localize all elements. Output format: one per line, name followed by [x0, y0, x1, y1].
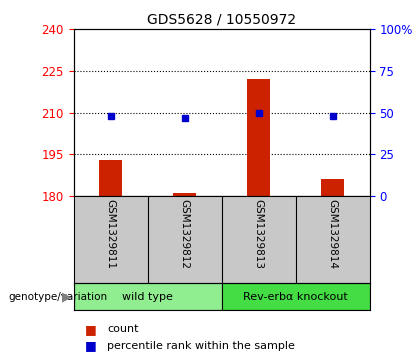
Bar: [74, 283, 222, 310]
Bar: [247, 79, 270, 196]
Title: GDS5628 / 10550972: GDS5628 / 10550972: [147, 12, 296, 26]
Text: ▶: ▶: [63, 290, 72, 303]
Bar: [321, 179, 344, 196]
Text: GSM1329812: GSM1329812: [179, 199, 189, 269]
Bar: [173, 193, 196, 196]
Text: count: count: [107, 325, 139, 334]
Bar: [100, 160, 122, 196]
Text: ■: ■: [84, 339, 96, 352]
Text: percentile rank within the sample: percentile rank within the sample: [107, 341, 295, 351]
Text: wild type: wild type: [122, 292, 173, 302]
Text: ■: ■: [84, 323, 96, 336]
Text: genotype/variation: genotype/variation: [8, 292, 108, 302]
Text: GSM1329811: GSM1329811: [105, 199, 116, 269]
Bar: [222, 283, 370, 310]
Text: Rev-erbα knockout: Rev-erbα knockout: [243, 292, 348, 302]
Text: GSM1329814: GSM1329814: [328, 199, 338, 269]
Text: GSM1329813: GSM1329813: [254, 199, 264, 269]
